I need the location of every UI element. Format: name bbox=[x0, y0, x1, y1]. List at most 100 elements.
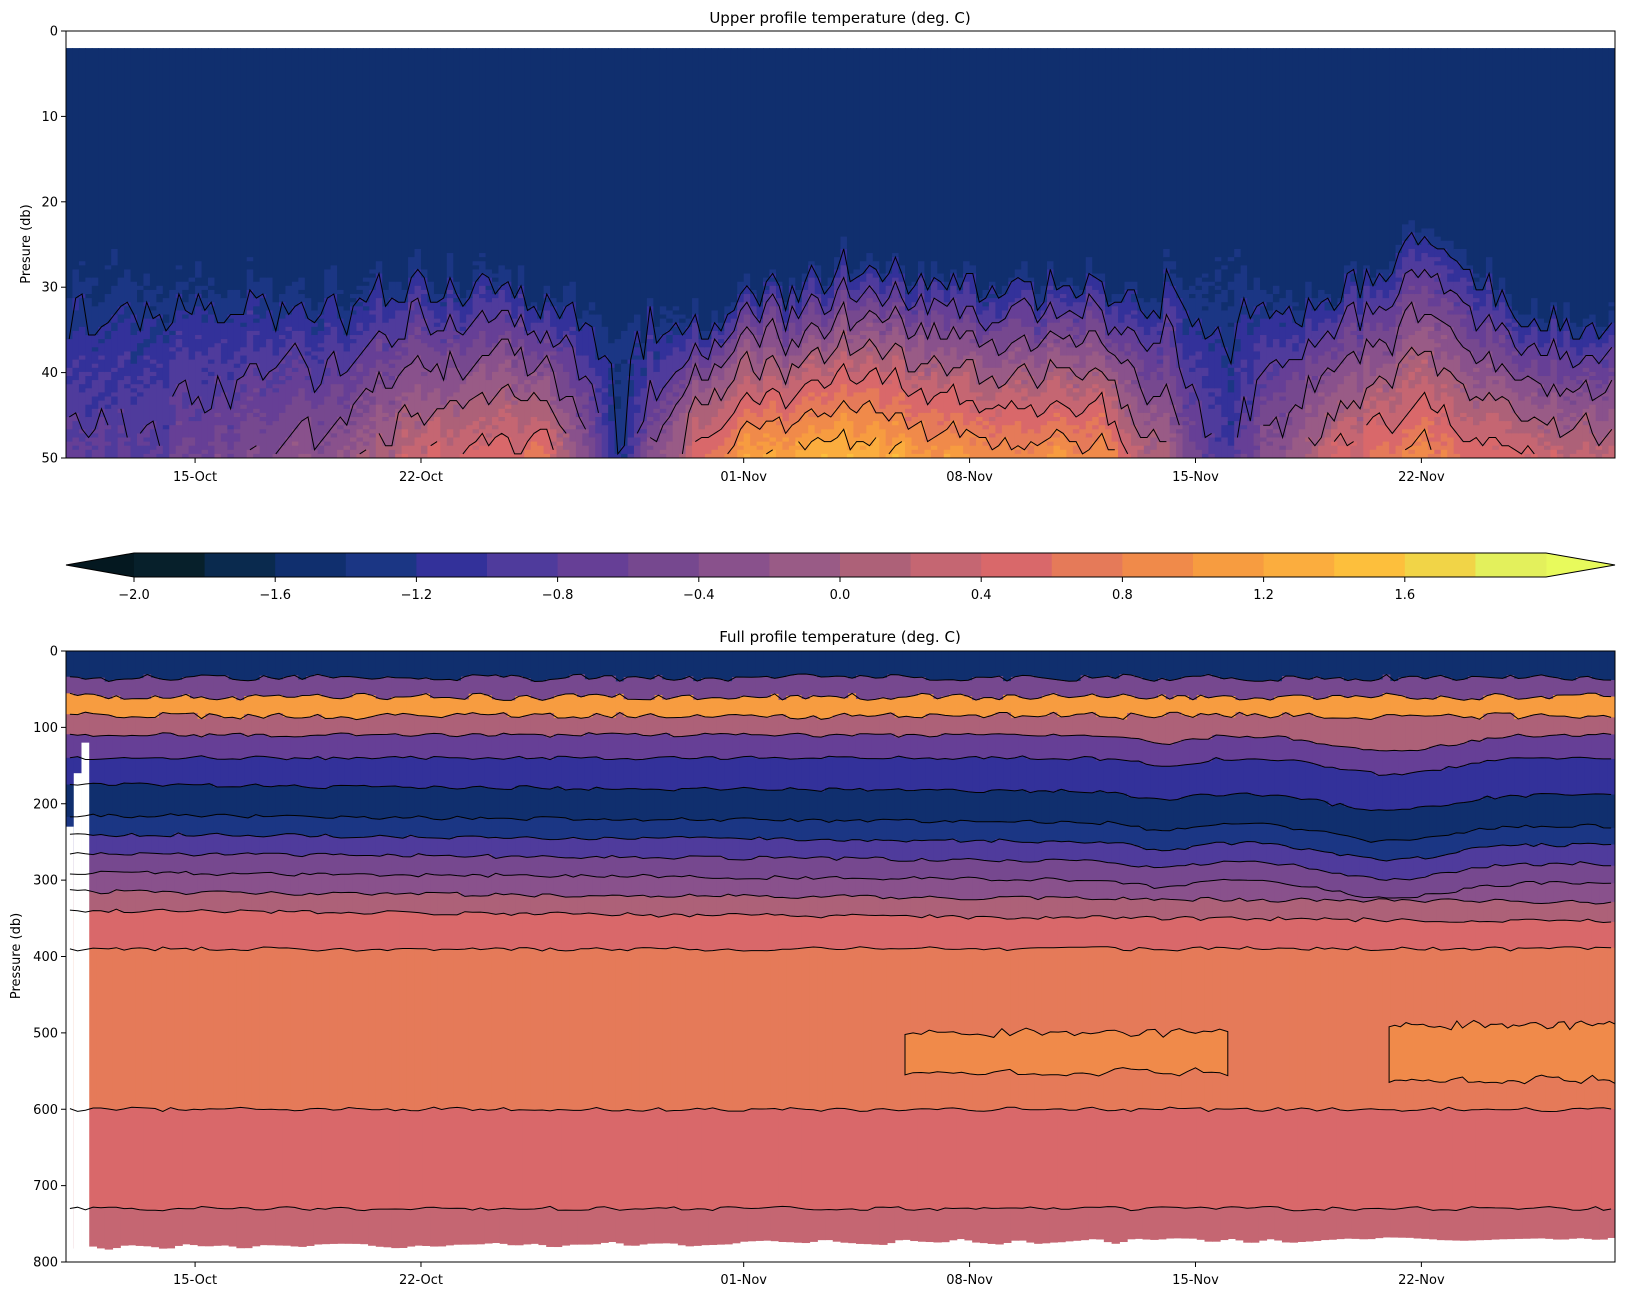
full-contour-cell bbox=[399, 948, 407, 1109]
full-contour-cell bbox=[136, 758, 144, 783]
upper-contour-cell bbox=[847, 335, 854, 340]
upper-contour-cell bbox=[569, 327, 576, 332]
full-contour-cell bbox=[430, 838, 438, 856]
full-contour-cell bbox=[484, 1110, 492, 1210]
upper-contour-cell bbox=[673, 347, 680, 372]
full-contour-cell bbox=[128, 1107, 136, 1209]
full-contour-cell bbox=[399, 894, 407, 913]
full-contour-cell bbox=[252, 716, 260, 735]
upper-contour-cell bbox=[1325, 438, 1332, 459]
full-contour-cell bbox=[585, 913, 593, 949]
full-contour-cell bbox=[624, 1109, 632, 1210]
upper-contour-cell bbox=[1002, 409, 1009, 426]
upper-contour-cell bbox=[957, 438, 964, 447]
full-contour-cell bbox=[306, 717, 314, 736]
upper-contour-cell bbox=[1473, 364, 1480, 369]
full-contour-cell bbox=[252, 911, 260, 949]
upper-contour-cell bbox=[1066, 388, 1073, 397]
upper-contour-cell bbox=[369, 417, 376, 422]
upper-contour-cell bbox=[85, 372, 92, 377]
upper-contour-cell bbox=[1189, 392, 1196, 405]
upper-contour-cell bbox=[866, 388, 873, 401]
full-contour-cell bbox=[569, 789, 577, 821]
upper-contour-cell bbox=[789, 48, 796, 278]
full-contour-cell bbox=[476, 950, 484, 1110]
upper-contour-cell bbox=[795, 48, 802, 290]
upper-contour-cell bbox=[744, 274, 751, 287]
upper-contour-cell bbox=[595, 315, 602, 361]
full-contour-cell bbox=[89, 892, 97, 911]
full-contour-cell bbox=[422, 855, 430, 874]
upper-contour-cell bbox=[260, 429, 267, 434]
upper-contour-cell bbox=[182, 438, 189, 455]
upper-contour-cell bbox=[569, 331, 576, 336]
full-contour-cell bbox=[616, 651, 624, 682]
upper-contour-cell bbox=[1525, 433, 1532, 446]
full-contour-cell bbox=[415, 679, 423, 696]
upper-contour-cell bbox=[1538, 425, 1545, 430]
full-contour-cell bbox=[198, 719, 206, 738]
upper-contour-cell bbox=[1415, 372, 1422, 385]
upper-contour-cell bbox=[389, 376, 396, 381]
full-contour-cell bbox=[538, 758, 546, 790]
upper-contour-cell bbox=[66, 48, 73, 299]
upper-contour-cell bbox=[524, 450, 531, 459]
full-contour-cell bbox=[562, 718, 570, 735]
full-contour-cell bbox=[329, 875, 337, 893]
upper-contour-cell bbox=[124, 388, 131, 438]
upper-contour-cell bbox=[1415, 356, 1422, 369]
upper-contour-cell bbox=[589, 48, 596, 303]
upper-contour-cell bbox=[279, 347, 286, 360]
upper-contour-cell bbox=[137, 286, 144, 291]
full-contour-cell bbox=[66, 677, 74, 694]
full-contour-cell bbox=[314, 914, 322, 952]
upper-contour-cell bbox=[576, 429, 583, 458]
upper-contour-cell bbox=[879, 360, 886, 373]
upper-contour-cell bbox=[699, 48, 706, 331]
upper-contour-cell bbox=[1602, 360, 1609, 369]
upper-contour-cell bbox=[1073, 429, 1080, 434]
upper-contour-cell bbox=[724, 368, 731, 389]
upper-contour-cell bbox=[266, 310, 273, 339]
upper-contour-cell bbox=[1447, 269, 1454, 274]
upper-contour-cell bbox=[1208, 286, 1215, 303]
upper-contour-cell bbox=[492, 425, 499, 430]
full-contour-cell bbox=[461, 1108, 469, 1209]
upper-contour-cell bbox=[1570, 413, 1577, 418]
upper-contour-cell bbox=[1034, 417, 1041, 434]
full-contour-cell bbox=[360, 758, 368, 786]
upper-y-tick-label: 40 bbox=[41, 366, 58, 381]
upper-contour-cell bbox=[550, 306, 557, 327]
upper-contour-cell bbox=[1370, 401, 1377, 410]
upper-contour-cell bbox=[937, 339, 944, 348]
upper-contour-cell bbox=[550, 347, 557, 352]
upper-contour-cell bbox=[440, 409, 447, 438]
full-contour-cell bbox=[647, 651, 655, 680]
upper-contour-cell bbox=[479, 331, 486, 356]
upper-contour-cell bbox=[1344, 446, 1351, 459]
full-contour-cell bbox=[97, 1108, 105, 1208]
upper-contour-cell bbox=[1157, 372, 1164, 381]
upper-contour-cell bbox=[189, 405, 196, 418]
upper-contour-cell bbox=[834, 421, 841, 438]
upper-contour-cell bbox=[731, 331, 738, 340]
full-contour-cell bbox=[593, 1207, 601, 1244]
full-contour-cell bbox=[515, 895, 523, 914]
upper-contour-cell bbox=[1092, 48, 1099, 274]
upper-contour-cell bbox=[563, 286, 570, 307]
upper-contour-cell bbox=[1189, 372, 1196, 385]
upper-contour-cell bbox=[1428, 384, 1435, 409]
upper-contour-cell bbox=[731, 446, 738, 459]
upper-contour-cell bbox=[1266, 438, 1273, 443]
upper-contour-cell bbox=[363, 282, 370, 287]
full-contour-cell bbox=[143, 891, 151, 912]
upper-contour-cell bbox=[285, 331, 292, 340]
full-contour-cell bbox=[182, 677, 190, 695]
upper-contour-cell bbox=[1112, 48, 1119, 295]
full-contour-cell bbox=[298, 695, 306, 718]
full-contour-cell bbox=[221, 787, 229, 815]
upper-contour-cell bbox=[1331, 339, 1338, 348]
full-contour-cell bbox=[298, 1110, 306, 1209]
upper-contour-cell bbox=[1596, 446, 1603, 451]
upper-contour-cell bbox=[918, 335, 925, 364]
